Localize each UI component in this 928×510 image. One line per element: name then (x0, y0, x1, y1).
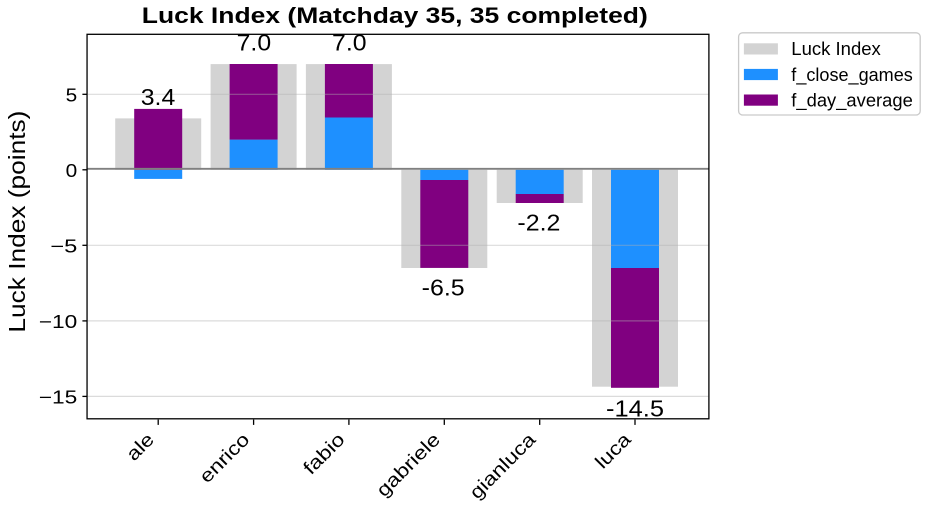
svg-text:-2.2: -2.2 (517, 210, 560, 236)
svg-text:−15: −15 (39, 388, 78, 408)
svg-text:Luck Index (Matchday 35, 35 co: Luck Index (Matchday 35, 35 completed) (142, 3, 648, 28)
svg-text:−5: −5 (50, 237, 77, 257)
svg-text:-6.5: -6.5 (422, 274, 465, 300)
svg-text:Luck Index: Luck Index (791, 39, 881, 59)
svg-text:−10: −10 (39, 312, 78, 332)
svg-text:-14.5: -14.5 (606, 396, 664, 422)
svg-text:0: 0 (66, 161, 78, 181)
svg-text:5: 5 (66, 86, 78, 106)
svg-text:Luck Index (points): Luck Index (points) (4, 111, 30, 333)
svg-text:7.0: 7.0 (237, 30, 272, 56)
svg-text:f_close_games: f_close_games (791, 65, 913, 86)
svg-text:7.0: 7.0 (332, 30, 367, 56)
svg-text:3.4: 3.4 (141, 84, 176, 110)
svg-text:f_day_average: f_day_average (791, 90, 913, 111)
